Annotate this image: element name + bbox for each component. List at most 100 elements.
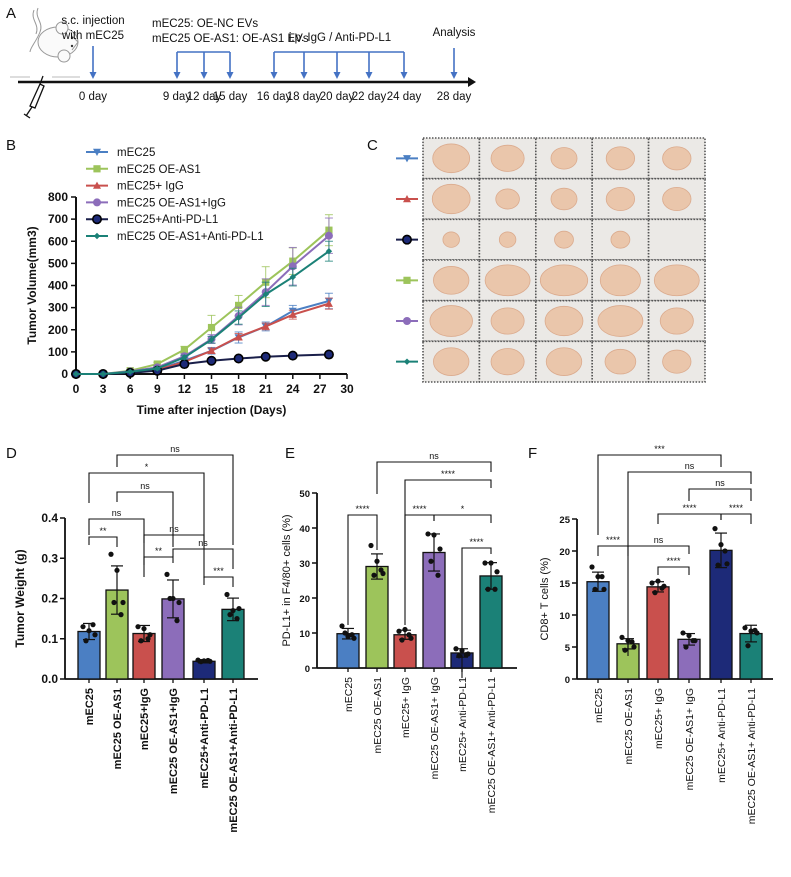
data-point — [345, 633, 351, 640]
data-point — [718, 542, 724, 548]
bar-group — [586, 564, 610, 680]
tumor-image — [662, 146, 692, 171]
injection-label-line1: s.c. injection — [61, 15, 124, 27]
significance-label: * — [145, 462, 149, 472]
tumor-image — [662, 349, 692, 374]
panel-label-e: E — [285, 445, 295, 462]
y-tick-label: 700 — [48, 212, 68, 226]
bar — [192, 660, 216, 680]
triangle-up-marker — [288, 310, 297, 318]
series-5 — [72, 240, 333, 378]
data-point — [715, 562, 721, 568]
significance-bracket: ns — [172, 538, 234, 569]
timeline-day-label: 15 day — [213, 91, 248, 103]
category-label: mEC25 OE-AS1+ Anti-PD-L1 — [486, 677, 498, 813]
data-point — [114, 567, 120, 573]
panel-label-a: A — [6, 5, 16, 22]
y-tick-label: 200 — [48, 323, 68, 337]
bar — [365, 565, 389, 669]
tumor-image — [605, 146, 636, 171]
y-tick-label: 30 — [299, 559, 310, 570]
tumor-image — [432, 143, 471, 174]
y-tick-label: 50 — [299, 489, 310, 500]
data-point — [176, 599, 182, 606]
category-label: mEC25 OE-AS1 — [372, 677, 384, 754]
bar-group — [105, 551, 129, 680]
significance-bracket: **** — [404, 469, 492, 590]
significance-label: ns — [685, 461, 695, 471]
data-point — [752, 627, 758, 633]
analysis-label: Analysis — [433, 27, 476, 39]
data-point — [399, 637, 405, 643]
data-point — [431, 532, 437, 538]
bracket-line — [404, 479, 492, 590]
data-point — [722, 548, 728, 554]
cd8-bar-chart: 0 5 10 15 20 25 CD8+ T cells (%) mEC25 mEC25 OE-… — [539, 444, 773, 824]
tumor-image — [604, 348, 637, 375]
y-tick-label: 0.1 — [41, 632, 58, 646]
arrowhead-icon — [300, 72, 308, 79]
significance-label: **** — [469, 537, 484, 547]
y-tick-label: 15 — [559, 579, 570, 590]
data-point — [145, 636, 151, 642]
bar-group — [77, 622, 101, 680]
x-tick-label: 18 — [232, 382, 246, 396]
series-line — [76, 250, 330, 375]
data-point — [236, 605, 242, 612]
y-tick-label: 0.2 — [41, 592, 58, 606]
data-point — [589, 564, 595, 570]
data-point — [167, 595, 173, 602]
legend-label: mEC25+Anti-PD-L1 — [117, 214, 218, 226]
data-point — [164, 571, 170, 577]
circle-marker — [324, 231, 333, 240]
data-point — [86, 628, 92, 634]
bracket-line — [657, 513, 722, 524]
timeline-arrowhead — [468, 77, 476, 87]
bar-group — [739, 624, 763, 680]
data-point — [683, 644, 689, 650]
x-tick-label: 30 — [340, 382, 354, 396]
tumor-image — [599, 264, 641, 297]
circle-marker — [401, 234, 412, 245]
significance-bracket: ns — [376, 451, 492, 494]
bar-group — [646, 578, 670, 680]
diamond-marker — [262, 291, 269, 298]
y-axis-label: Tumor Weight (g) — [13, 549, 27, 647]
circle-marker — [179, 359, 190, 370]
panel-label-d: D — [6, 445, 17, 462]
data-point — [371, 572, 377, 578]
diamond-marker — [403, 358, 411, 365]
bracket-line — [347, 514, 378, 625]
category-label: mEC25 OE-AS1+ Anti-PD-L1 — [746, 688, 758, 824]
y-tick-label: 20 — [299, 594, 310, 605]
arrowhead-icon — [400, 72, 408, 79]
diamond-marker — [235, 314, 242, 321]
legend-item: mEC25+Anti-PD-L1 — [86, 214, 218, 226]
y-axis-label: PD-L1+ in F4/80+ cells (%) — [281, 514, 293, 646]
data-point — [349, 632, 355, 638]
tumor-image — [490, 144, 525, 172]
category-label: mEC25+ Anti-PD-L1 — [457, 677, 469, 772]
tumor-image — [659, 307, 694, 335]
y-tick-label: 40 — [299, 524, 310, 535]
tumor-image — [442, 231, 460, 248]
category-label: mEC25 — [593, 688, 605, 723]
data-point — [742, 625, 748, 631]
category-label: mEC25+Anti-PD-L1 — [199, 688, 211, 789]
timeline-day-label: 20 day — [320, 91, 355, 103]
timeline-day-label: 12 day — [187, 91, 222, 103]
data-point — [494, 569, 500, 575]
category-label: mEC25 — [343, 677, 355, 712]
tumor-image — [433, 347, 470, 376]
significance-bracket: * — [88, 462, 205, 578]
significance-label: ns — [715, 478, 725, 488]
legend-item: mEC25 — [86, 147, 155, 159]
photo-cell — [591, 177, 650, 221]
bracket-line — [88, 472, 205, 578]
significance-bracket: ns — [143, 524, 205, 545]
tumor-image — [433, 266, 470, 295]
panel-label-b: B — [6, 137, 16, 154]
data-point — [406, 632, 412, 638]
significance-bracket: **** — [657, 556, 690, 575]
